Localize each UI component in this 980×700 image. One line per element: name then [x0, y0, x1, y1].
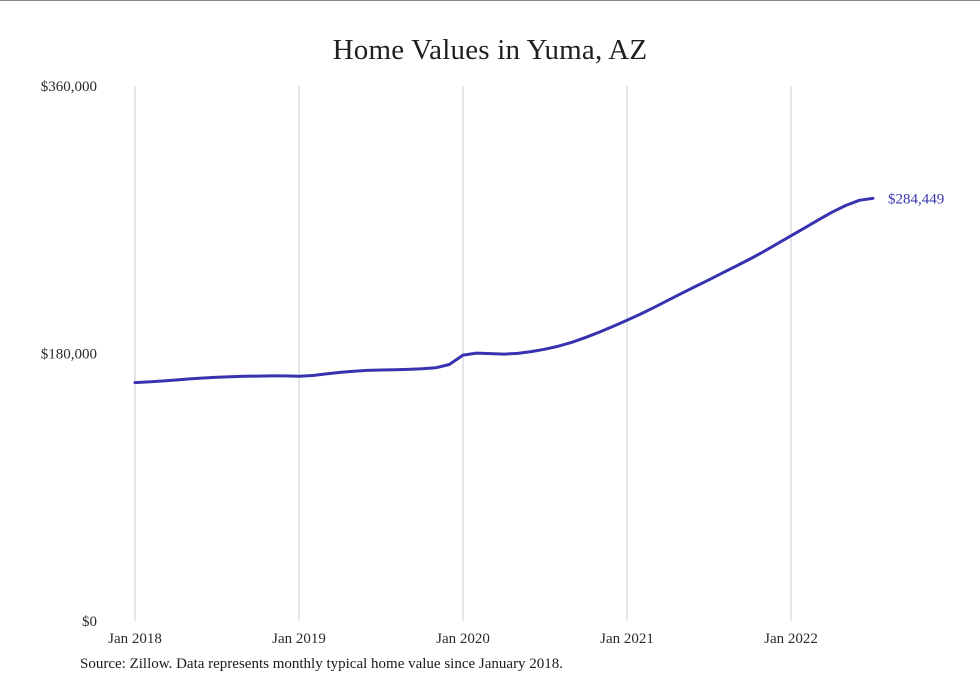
value-line [133, 196, 875, 385]
x-axis-tick-label: Jan 2018 [108, 631, 162, 647]
x-axis-tick-label: Jan 2022 [764, 631, 818, 647]
x-axis-tick-label: Jan 2019 [272, 631, 326, 647]
x-axis-tick-label: Jan 2021 [600, 631, 654, 647]
y-axis-tick-label: $0 [82, 614, 97, 630]
y-axis-tick-label: $180,000 [41, 347, 97, 363]
y-axis-tick-label: $360,000 [41, 79, 97, 95]
end-value-label: $284,449 [888, 191, 944, 207]
source-note: Source: Zillow. Data represents monthly … [80, 656, 564, 672]
chart-title: Home Values in Yuma, AZ [332, 34, 648, 66]
x-axis-tick-label: Jan 2020 [436, 631, 490, 647]
